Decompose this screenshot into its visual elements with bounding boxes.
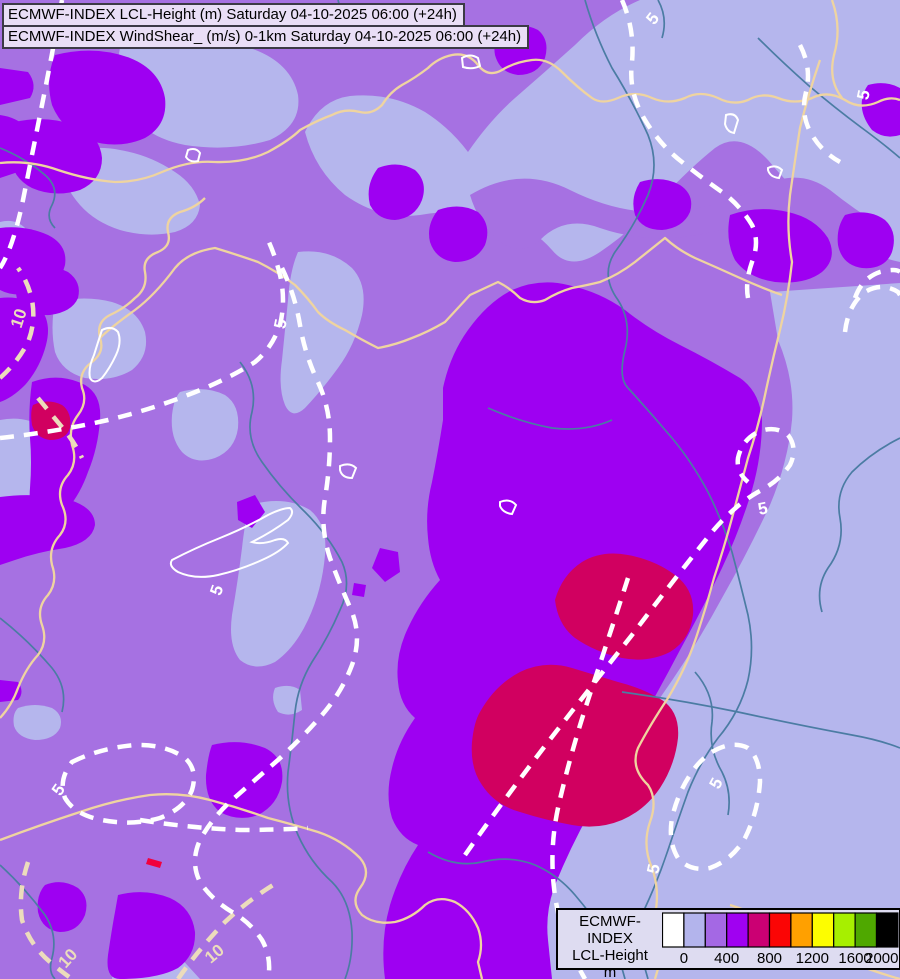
title-boxes: ECMWF-INDEX LCL-Height (m) Saturday 04-1… xyxy=(2,3,530,49)
legend-swatch xyxy=(726,912,749,948)
contour-label: 5 xyxy=(643,862,664,875)
legend-swatch xyxy=(875,912,899,948)
legend-title-line2: LCL-Height xyxy=(572,947,648,964)
legend-title: ECMWF-INDEX LCL-Height m xyxy=(558,910,662,979)
legend-swatch xyxy=(683,912,706,948)
legend-color-scale: 0 400 800 1200 1600 2000 xyxy=(661,910,899,968)
legend-title-line1: ECMWF-INDEX xyxy=(579,913,641,947)
legend-tick: 800 xyxy=(757,950,782,967)
legend-swatch xyxy=(661,912,685,948)
legend-box: ECMWF-INDEX LCL-Height m 0 400 800 xyxy=(556,908,900,979)
contour-label: 5 xyxy=(270,317,291,330)
title-windshear: ECMWF-INDEX WindShear_ (m/s) 0-1km Satur… xyxy=(2,25,530,49)
contour-label: 10 xyxy=(7,306,31,330)
contour-label: 5 xyxy=(756,498,769,519)
lake-outlines xyxy=(88,54,784,578)
legend-swatch xyxy=(704,912,728,948)
legend-swatch xyxy=(833,912,856,948)
lcl-red-spot xyxy=(146,858,162,868)
legend-tick: 0 xyxy=(680,950,688,967)
legend-unit: m xyxy=(603,964,617,979)
legend-tick: 400 xyxy=(714,950,739,967)
legend-tick: 2000 xyxy=(865,950,898,967)
legend-swatch xyxy=(854,912,878,948)
windshear-contours-10 xyxy=(0,266,280,979)
legend-tick: 1600 xyxy=(838,950,871,967)
legend-swatch xyxy=(811,912,835,948)
title-lcl-height: ECMWF-INDEX LCL-Height (m) Saturday 04-1… xyxy=(2,3,465,27)
legend-tick: 1200 xyxy=(796,950,829,967)
contour-label: 5 xyxy=(853,88,874,101)
legend-swatch xyxy=(768,912,792,948)
legend-swatch xyxy=(790,912,813,948)
legend-scale-svg: 0 400 800 1200 1600 2000 xyxy=(661,912,899,967)
legend-swatch xyxy=(747,912,771,948)
